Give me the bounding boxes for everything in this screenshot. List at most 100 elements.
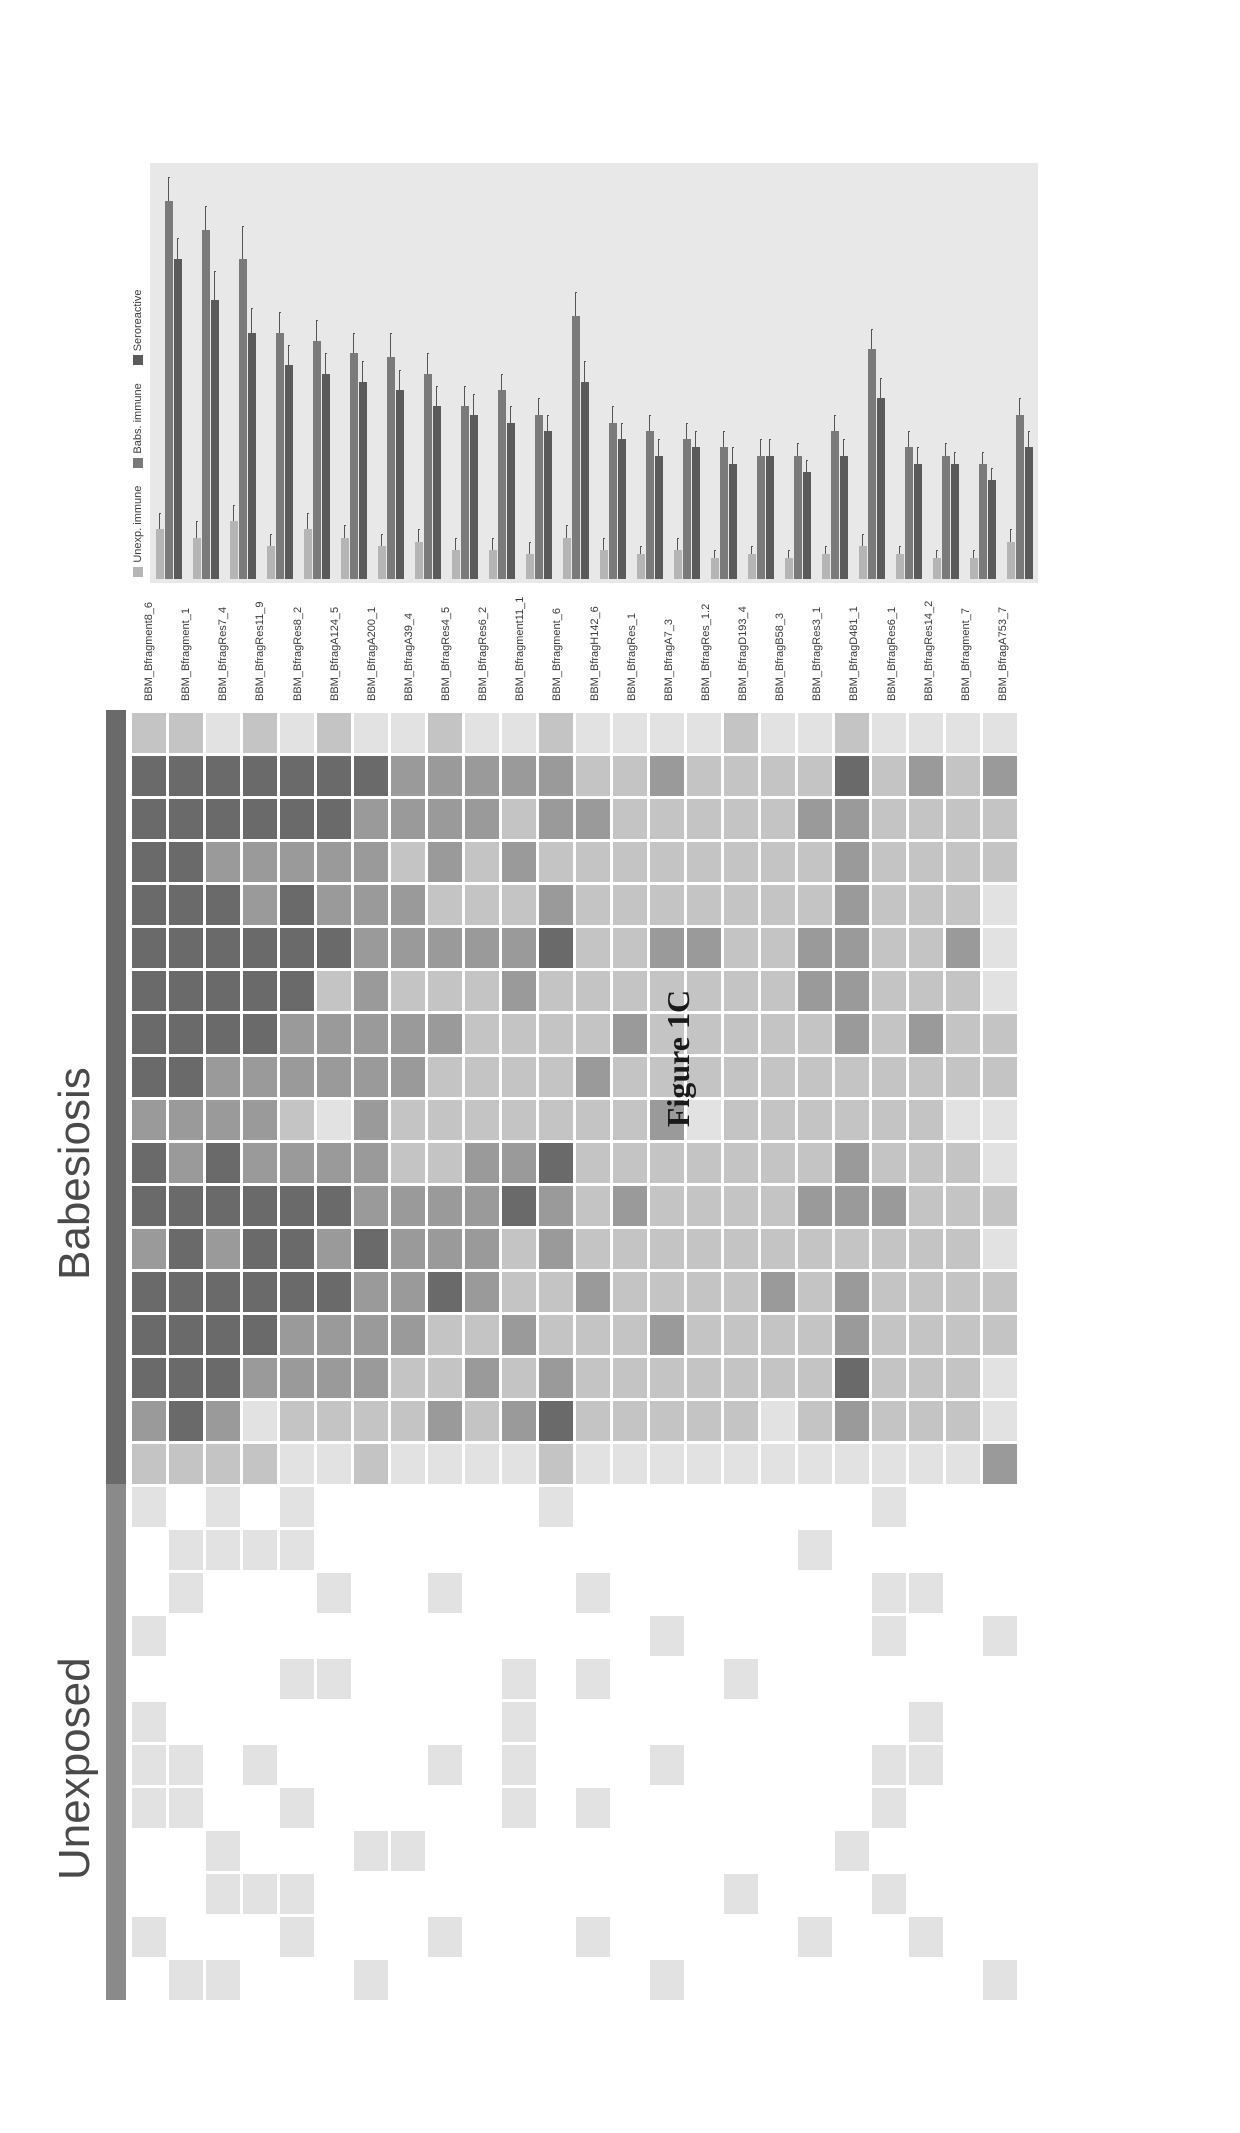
heatmap-cell [613, 1788, 647, 1828]
heatmap-cell [909, 1745, 943, 1785]
heatmap-cell [465, 1100, 499, 1140]
heatmap-cell [465, 885, 499, 925]
heatmap-cell [428, 799, 462, 839]
heatmap-cell [946, 1616, 980, 1656]
heatmap-cell [872, 1788, 906, 1828]
heatmap-cell [798, 1745, 832, 1785]
error-bar [455, 538, 457, 550]
heatmap-cell [761, 1530, 795, 1570]
heatmap-cell [465, 1272, 499, 1312]
bar [914, 464, 922, 579]
bar-row [411, 167, 445, 579]
heatmap-cell [909, 1788, 943, 1828]
heatmap-cell [502, 1874, 536, 1914]
heatmap-cell [946, 1100, 980, 1140]
heatmap-cell [946, 713, 980, 753]
heatmap-cell [465, 1014, 499, 1054]
heatmap-cell [983, 928, 1017, 968]
heatmap-cell [687, 799, 721, 839]
heatmap-cell [872, 1272, 906, 1312]
heatmap-cell [132, 971, 166, 1011]
heatmap-cell [317, 1100, 351, 1140]
heatmap-cell [724, 1100, 758, 1140]
heatmap-cell [206, 1487, 240, 1527]
heatmap-cell [687, 1229, 721, 1269]
heatmap-cell [835, 713, 869, 753]
heatmap-cell [539, 1788, 573, 1828]
heatmap-cell [983, 1659, 1017, 1699]
heatmap-cell [983, 1745, 1017, 1785]
heatmap-cell [539, 1057, 573, 1097]
heatmap-cell [761, 1788, 795, 1828]
heatmap-cell [909, 1874, 943, 1914]
heatmap-cell [132, 799, 166, 839]
heatmap-cell [280, 1831, 314, 1871]
heatmap-cell [169, 1315, 203, 1355]
heatmap-cell [687, 1272, 721, 1312]
heatmap-cell [243, 971, 277, 1011]
heatmap-cell [798, 1358, 832, 1398]
bar [683, 439, 691, 578]
error-bar [760, 439, 762, 455]
heatmap-cell [354, 1057, 388, 1097]
heatmap-cell [946, 1401, 980, 1441]
heatmap-cell [983, 1788, 1017, 1828]
heatmap-cell [835, 1659, 869, 1699]
heatmap-cell [576, 1014, 610, 1054]
heatmap-cell [724, 1487, 758, 1527]
error-bar [177, 238, 179, 259]
heatmap-cell [724, 842, 758, 882]
heatmap-cell [576, 1229, 610, 1269]
heatmap-cell [872, 1100, 906, 1140]
heatmap-cell [391, 1874, 425, 1914]
heatmap-cell [946, 1358, 980, 1398]
heatmap-cell [946, 1057, 980, 1097]
heatmap-cell [576, 1573, 610, 1613]
bar [637, 554, 645, 579]
heatmap-cell [280, 1358, 314, 1398]
row-label: BBM_Bfragment8_6 [132, 597, 166, 701]
error-bar [288, 345, 290, 366]
legend-item: Seroreactive [132, 290, 144, 366]
heatmap-cell [280, 885, 314, 925]
heatmap-cell [872, 1186, 906, 1226]
heatmap-cell [909, 1616, 943, 1656]
heatmap-cell [391, 1401, 425, 1441]
heatmap-cell [983, 1143, 1017, 1183]
heatmap-cell [428, 1960, 462, 2000]
heatmap-cell [576, 756, 610, 796]
heatmap-cell [354, 1659, 388, 1699]
heatmap-cell [502, 1616, 536, 1656]
bar-row [374, 167, 408, 579]
heatmap-cell [317, 1487, 351, 1527]
group-bar-babesiosis [106, 710, 126, 1484]
heatmap-cell [428, 756, 462, 796]
bar-row [855, 167, 889, 579]
heatmap-cell [798, 1573, 832, 1613]
heatmap-cell [428, 1057, 462, 1097]
heatmap-cell [132, 1702, 166, 1742]
heatmap-cell [465, 1186, 499, 1226]
heatmap-cell [761, 756, 795, 796]
heatmap-cell [169, 1272, 203, 1312]
heatmap-cell [317, 1401, 351, 1441]
heatmap-cell [761, 1874, 795, 1914]
heatmap-cell [835, 1401, 869, 1441]
heatmap-cell [576, 1702, 610, 1742]
heatmap-cell [539, 1917, 573, 1957]
heatmap-cell [761, 1831, 795, 1871]
heatmap-cell [613, 1487, 647, 1527]
heatmap-cell [724, 1057, 758, 1097]
heatmap-cell [798, 1530, 832, 1570]
heatmap-cell [687, 1401, 721, 1441]
heatmap-cell [354, 1272, 388, 1312]
bar-row [670, 167, 704, 579]
heatmap-cell [946, 1659, 980, 1699]
heatmap-cell [206, 1401, 240, 1441]
bar-row [966, 167, 1000, 579]
heatmap-cell [872, 1057, 906, 1097]
heatmap-cell [169, 1616, 203, 1656]
heatmap-cell [317, 1745, 351, 1785]
heatmap-cell [354, 1315, 388, 1355]
heatmap-cell [169, 1444, 203, 1484]
